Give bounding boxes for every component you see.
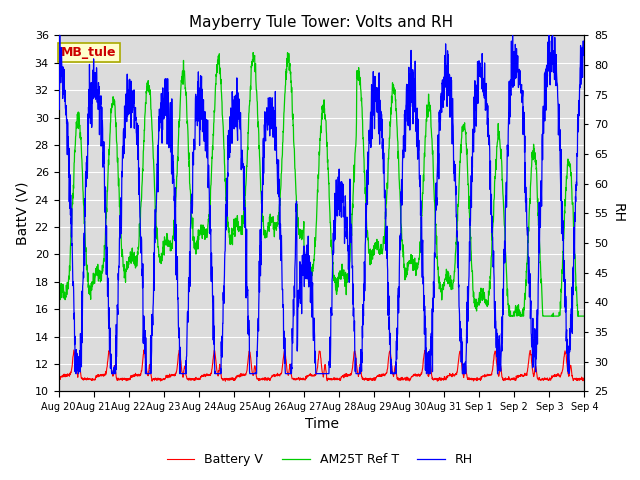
X-axis label: Time: Time — [305, 418, 339, 432]
Legend: Battery V, AM25T Ref T, RH: Battery V, AM25T Ref T, RH — [162, 448, 478, 471]
Text: MB_tule: MB_tule — [61, 46, 116, 59]
Y-axis label: RH: RH — [611, 204, 625, 223]
Title: Mayberry Tule Tower: Volts and RH: Mayberry Tule Tower: Volts and RH — [189, 15, 454, 30]
Y-axis label: BattV (V): BattV (V) — [15, 181, 29, 245]
